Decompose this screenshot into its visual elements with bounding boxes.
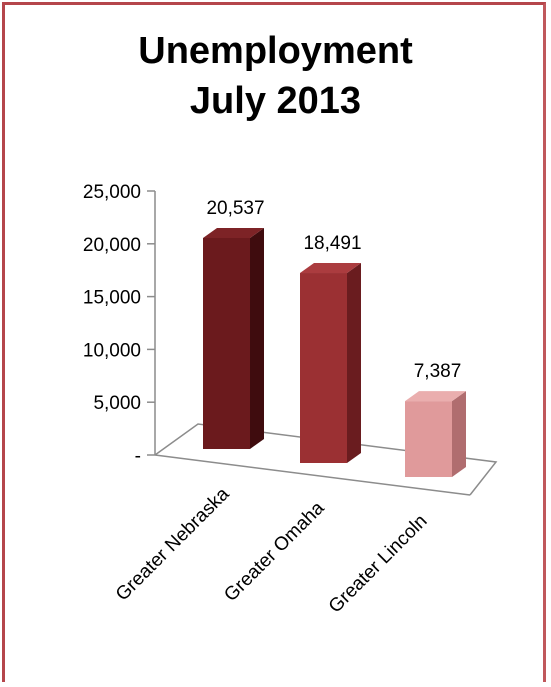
chart-border (2, 2, 546, 682)
bar-1 (203, 238, 250, 449)
y-tick-label: 15,000 (83, 288, 141, 309)
bar-top-3 (405, 391, 466, 402)
bar-3 (405, 401, 452, 477)
bar-top-1 (203, 228, 264, 238)
y-tick-label: 10,000 (83, 340, 141, 361)
chart-title-line-2: July 2013 (189, 80, 362, 122)
data-label: 18,491 (303, 233, 361, 254)
y-tick-label: - (135, 446, 141, 467)
bar-side-2 (347, 263, 361, 463)
data-label: 20,537 (206, 198, 264, 219)
x-axis-line (154, 454, 471, 496)
category-label: Greater Nebraska (112, 483, 234, 605)
bar-top-2 (300, 263, 361, 274)
y-tick-label: 25,000 (83, 182, 141, 203)
data-label: 7,387 (414, 361, 462, 382)
chart-title: Unemployment July 2013 (0, 26, 551, 126)
bar-side-1 (250, 228, 264, 449)
bar-2 (300, 273, 347, 463)
bar-side-3 (452, 391, 466, 477)
y-tick-label: 5,000 (93, 393, 141, 414)
category-label: Greater Lincoln (325, 511, 432, 618)
chart-title-line-1: Unemployment (138, 30, 413, 72)
y-tick-label: 20,000 (83, 235, 141, 256)
category-label: Greater Omaha (220, 497, 328, 605)
